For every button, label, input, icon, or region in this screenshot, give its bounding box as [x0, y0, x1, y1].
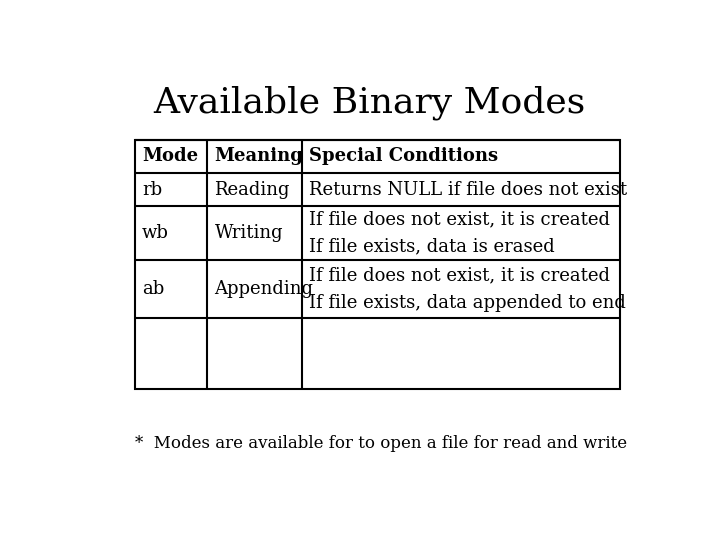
Text: wb: wb: [142, 224, 168, 242]
Text: Returns NULL if file does not exist: Returns NULL if file does not exist: [310, 180, 627, 199]
Text: Special Conditions: Special Conditions: [310, 147, 498, 165]
Text: If file exists, data appended to end: If file exists, data appended to end: [310, 294, 626, 312]
Text: ab: ab: [142, 280, 164, 298]
Text: Appending: Appending: [215, 280, 313, 298]
Text: Reading: Reading: [215, 180, 290, 199]
Text: Mode: Mode: [142, 147, 198, 165]
Text: If file does not exist, it is created: If file does not exist, it is created: [310, 211, 611, 228]
Text: Available Binary Modes: Available Binary Modes: [153, 85, 585, 120]
Text: If file exists, data is erased: If file exists, data is erased: [310, 238, 555, 256]
Text: rb: rb: [142, 180, 162, 199]
Text: If file does not exist, it is created: If file does not exist, it is created: [310, 267, 611, 285]
Text: Meaning: Meaning: [215, 147, 303, 165]
Text: *  Modes are available for to open a file for read and write: * Modes are available for to open a file…: [135, 435, 627, 451]
Text: Writing: Writing: [215, 224, 283, 242]
